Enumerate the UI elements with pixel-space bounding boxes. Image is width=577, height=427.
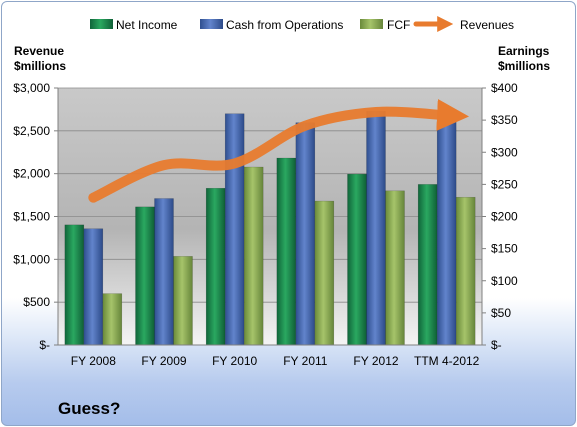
bar-fcf — [455, 196, 476, 346]
legend-item-net-income: Net Income — [90, 18, 178, 32]
legend-label-revenues: Revenues — [460, 18, 514, 32]
right-axis-title-line1: Earnings — [498, 44, 550, 58]
right-tick-label: $250 — [491, 177, 518, 191]
bar-cash-from-operations — [154, 198, 174, 346]
bar-cash-from-operations — [295, 122, 316, 346]
left-tick-label: $1,500 — [13, 210, 50, 224]
right-tick-label: $300 — [491, 145, 518, 159]
right-tick-label: $200 — [491, 210, 518, 224]
bar-net-income — [276, 157, 297, 346]
left-tick-label: $2,500 — [13, 124, 50, 138]
right-tick-label: $50 — [491, 306, 511, 320]
legend-item-revenues: Revenues — [413, 15, 514, 33]
bar-net-income — [205, 187, 226, 346]
bar-fcf — [314, 200, 335, 346]
bar-net-income — [417, 184, 438, 346]
left-tick-label: $1,000 — [13, 252, 50, 266]
left-tick-label: $2,000 — [13, 167, 50, 181]
right-axis-ticks: $- $50 $100 $150 $200 $250 $300 $350 $400 — [482, 81, 518, 352]
bar-cash-from-operations — [83, 228, 104, 346]
bar-cash-from-operations — [366, 110, 386, 346]
bar-fcf — [385, 190, 405, 346]
legend-swatch-cash-from-operations — [200, 19, 223, 29]
left-tick-label: $3,000 — [13, 81, 50, 95]
category-label: TTM 4-2012 — [414, 354, 480, 368]
legend-label-net-income: Net Income — [116, 18, 178, 32]
right-tick-label: $350 — [491, 113, 518, 127]
left-axis-title-line1: Revenue — [14, 44, 64, 58]
bar-net-income — [135, 206, 155, 346]
bar-net-income — [347, 173, 367, 346]
bar-net-income — [64, 224, 85, 346]
category-label: FY 2009 — [141, 354, 186, 368]
right-tick-label: $- — [491, 338, 502, 352]
category-label: FY 2012 — [353, 354, 398, 368]
bar-fcf — [173, 256, 193, 346]
legend: Net Income Cash from Operations FCF Reve… — [90, 15, 514, 33]
left-tick-label: $500 — [23, 295, 50, 309]
right-tick-label: $150 — [491, 242, 518, 256]
category-labels: FY 2008 FY 2009 FY 2010 FY 2011 FY 2012 TTM 4… — [71, 354, 480, 368]
chart-caption: Guess? — [58, 399, 120, 418]
bars — [64, 110, 476, 346]
legend-label-fcf: FCF — [387, 18, 410, 32]
legend-label-cash-from-operations: Cash from Operations — [226, 18, 343, 32]
revenue-line — [88, 98, 470, 203]
bar-cash-from-operations — [436, 117, 457, 346]
category-label: FY 2008 — [71, 354, 116, 368]
category-label: FY 2011 — [283, 354, 328, 368]
bar-fcf — [102, 293, 123, 346]
right-axis-title-line2: $millions — [498, 59, 550, 73]
legend-swatch-fcf — [360, 19, 383, 29]
category-label: FY 2010 — [212, 354, 257, 368]
left-axis-title-line2: $millions — [14, 59, 66, 73]
left-axis-ticks: $- $500 $1,000 $1,500 $2,000 $2,500 $3,000 — [13, 81, 58, 352]
revenue-line-path — [88, 98, 470, 203]
left-tick-label: $- — [39, 338, 50, 352]
right-tick-label: $100 — [491, 274, 518, 288]
gridlines — [58, 87, 482, 303]
bar-fcf — [243, 166, 264, 346]
bar-cash-from-operations — [224, 113, 245, 346]
legend-item-cash-from-operations: Cash from Operations — [200, 18, 343, 32]
right-tick-label: $400 — [491, 81, 518, 95]
legend-swatch-net-income — [90, 19, 113, 29]
legend-item-fcf: FCF — [360, 18, 410, 32]
